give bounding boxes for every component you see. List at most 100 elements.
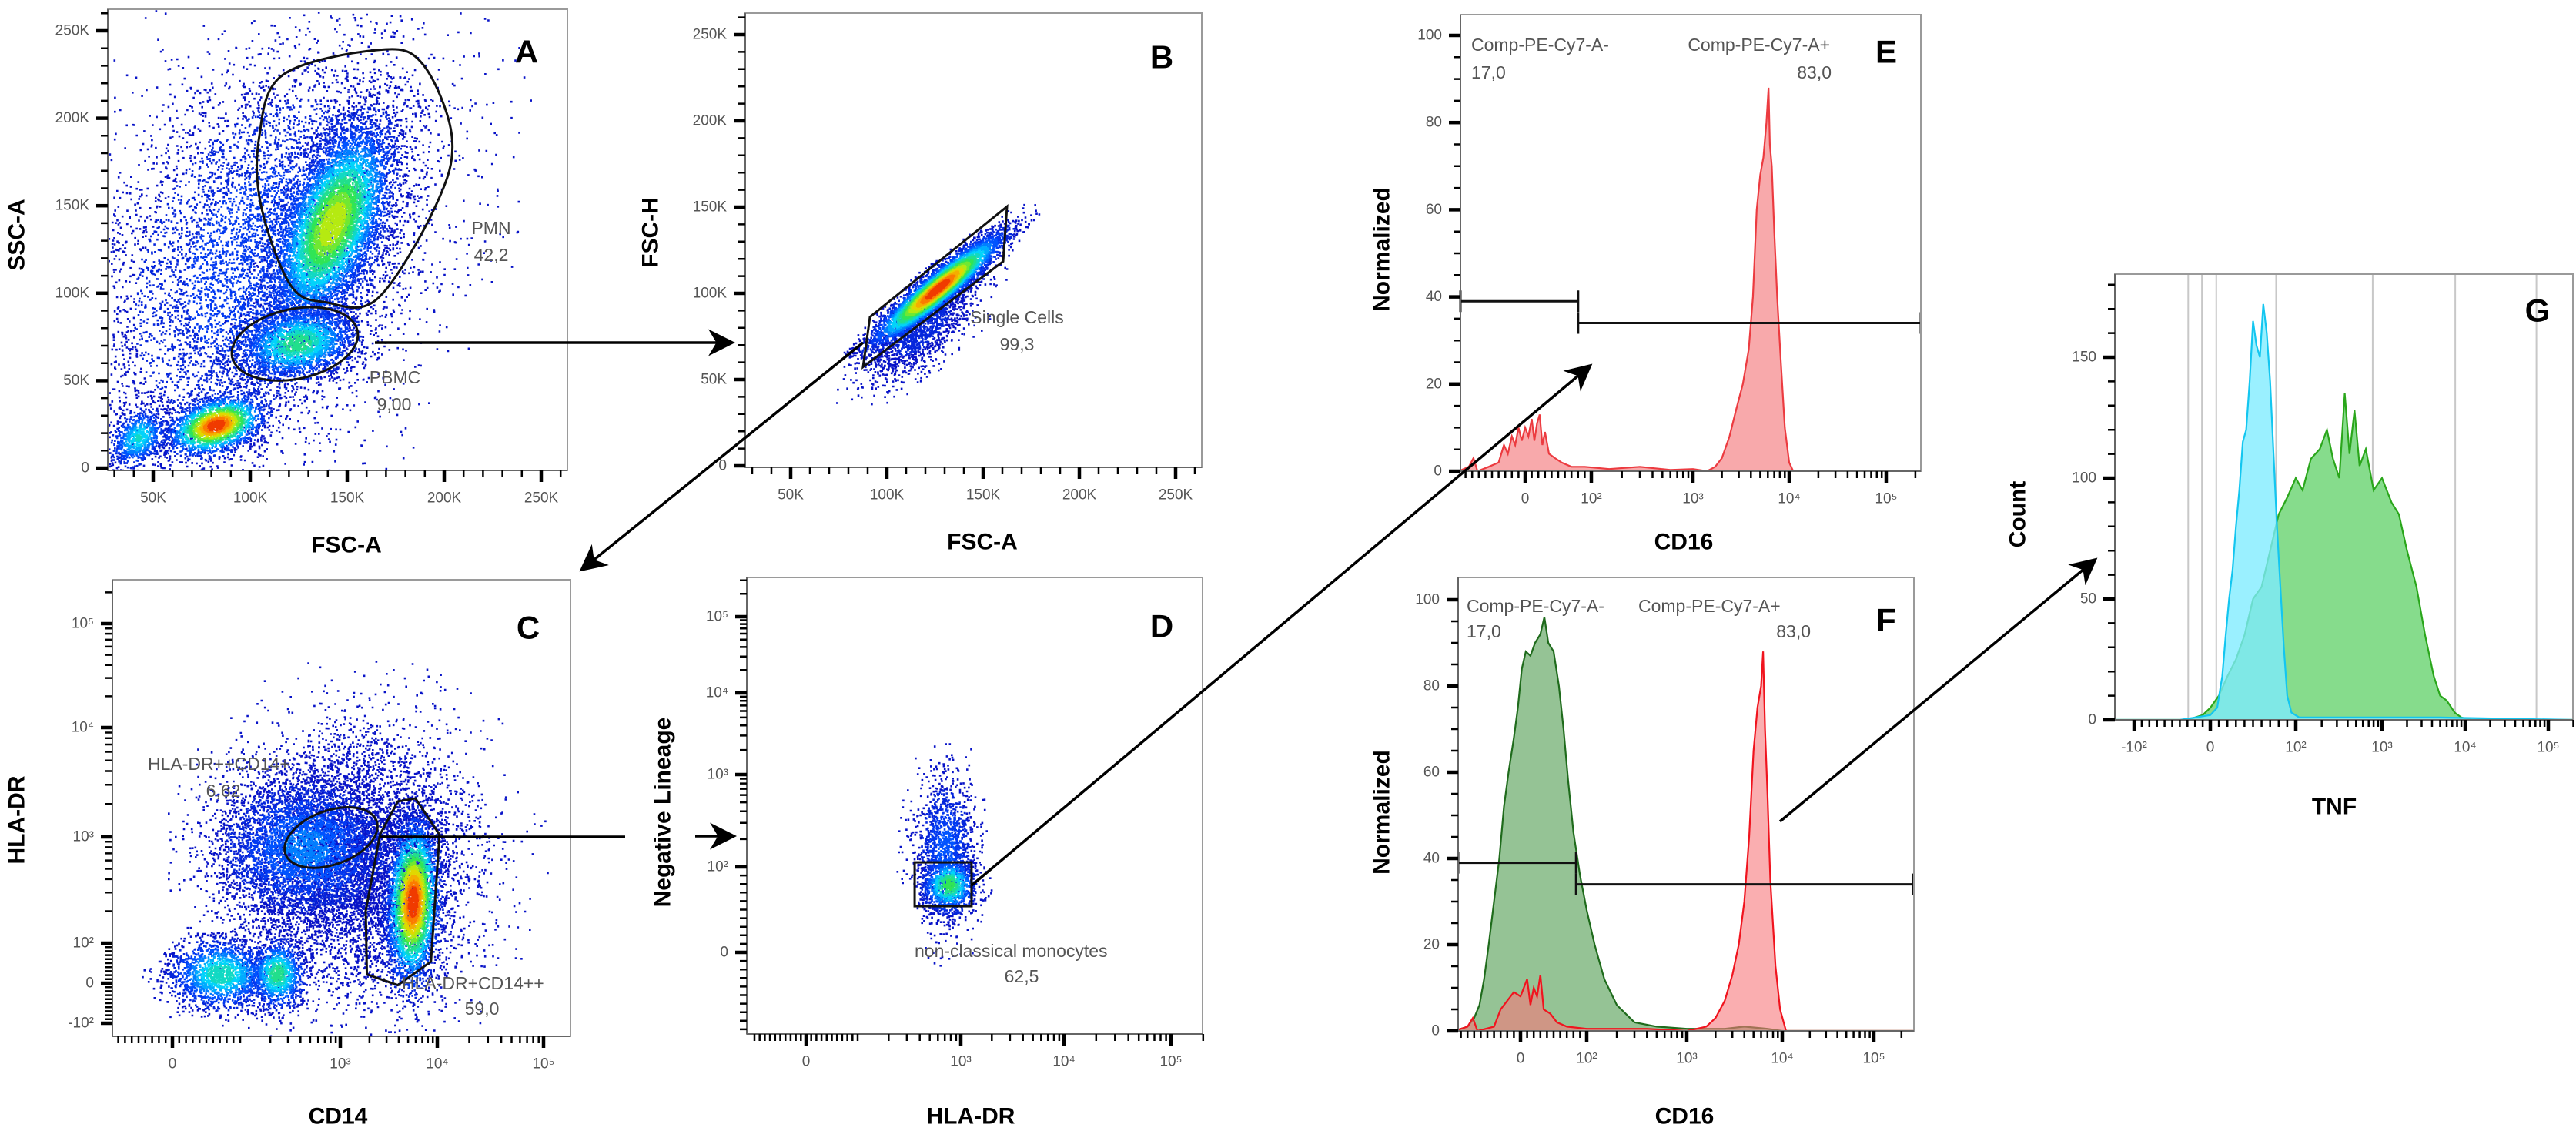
x-axis-title: HLA-DR — [927, 1104, 1015, 1129]
gate-name-label: Comp-PE-Cy7-A+ — [1638, 596, 1781, 616]
gate-polygon — [861, 204, 1009, 370]
y-tick-label: 100 — [1417, 28, 1442, 44]
x-tick-label: 10² — [1576, 1051, 1597, 1067]
y-tick-label: 250K — [55, 23, 90, 39]
x-tick-label: 150K — [330, 490, 365, 507]
y-tick-label: 0 — [85, 975, 94, 992]
density-dots — [915, 270, 960, 308]
y-tick-label: 20 — [1426, 376, 1442, 392]
gate-name-label: Comp-PE-Cy7-A+ — [1688, 35, 1830, 55]
density-dots — [108, 10, 532, 470]
x-tick-label: 150K — [966, 487, 1001, 504]
gate-polygon — [256, 48, 454, 310]
x-tick-label: 100K — [233, 490, 268, 507]
density-dots — [118, 136, 386, 459]
panel-f: Comp-PE-Cy7-A- 17,0 Comp-PE-Cy7-A+ 83,0 0 10²… — [1370, 577, 1915, 1129]
plot-area — [2115, 274, 2573, 720]
y-tick-label: 50K — [701, 372, 727, 388]
gate-name-label: Comp-PE-Cy7-A- — [1467, 596, 1604, 616]
y-axis-title: Normalized — [1370, 750, 1395, 875]
density-dots — [836, 203, 1041, 406]
density-dots — [122, 146, 380, 455]
y-tick-label: 80 — [1426, 115, 1442, 131]
gate-percent-label: 83,0 — [1776, 621, 1811, 641]
panel-e: Comp-PE-Cy7-A- 17,0 Comp-PE-Cy7-A+ 83,0 0 10²… — [1370, 14, 1922, 555]
x-tick-label: 0 — [2206, 740, 2215, 756]
density-dots — [194, 202, 346, 440]
y-tick-label: -10² — [68, 1016, 94, 1032]
gate-ellipse — [230, 306, 360, 382]
gate-percent-label: 83,0 — [1797, 62, 1832, 82]
y-tick-label: 50K — [63, 373, 89, 389]
x-tick-label: 10³ — [1682, 491, 1703, 507]
gating-arrows — [375, 329, 2098, 887]
panel-g: -10² 0 10² 10³ 10⁴ 10⁵ 0 50 100 150 TNF Count G — [2006, 273, 2574, 820]
x-tick-label: 10⁴ — [426, 1056, 448, 1072]
x-tick-label: 10⁴ — [2454, 740, 2476, 756]
plot-area — [1458, 617, 1914, 1031]
x-axis-title: CD16 — [1654, 530, 1714, 555]
x-tick-label: 10³ — [950, 1054, 971, 1070]
density-dots — [206, 848, 432, 987]
x-tick-label: 250K — [1159, 487, 1193, 504]
y-axis-title: Normalized — [1370, 187, 1395, 312]
y-minor-ticks — [1454, 34, 1460, 473]
gate-percent-label: 9,00 — [377, 394, 412, 414]
x-tick-label: -10² — [2121, 740, 2147, 756]
gate-polygon — [364, 797, 441, 987]
x-tick-label: 10³ — [1676, 1051, 1697, 1067]
x-axis-title: FSC-A — [311, 533, 382, 558]
panel-d: non-classical monocytes 62,5 0 10³ 10⁴ 10⁵ 0 10… — [651, 577, 1205, 1129]
plot-area — [836, 203, 1041, 406]
y-tick-label: 200K — [55, 110, 90, 126]
panel-letter: G — [2525, 293, 2551, 329]
x-tick-label: 10² — [1581, 491, 1601, 507]
gate-percent-label: 42,2 — [474, 245, 509, 265]
y-tick-label: 10² — [73, 935, 94, 952]
gate-name-label: HLA-DR++CD14+ — [148, 754, 290, 774]
x-tick-label: 0 — [802, 1054, 811, 1070]
gate-name-label: Comp-PE-Cy7-A- — [1471, 35, 1609, 55]
x-tick-label: 200K — [1062, 487, 1097, 504]
density-dots — [176, 801, 441, 1006]
panel-c: HLA-DR++CD14+ 6,62 HLA-DR+CD14++ 59,0 0 10³ 10… — [5, 579, 571, 1129]
x-tick-label: 10³ — [2371, 740, 2392, 756]
x-tick-label: 10⁵ — [532, 1056, 554, 1072]
gate-name-label: Single Cells — [970, 307, 1063, 327]
x-minor-ticks — [1460, 1031, 1903, 1038]
x-axis-title: FSC-A — [947, 530, 1018, 555]
density-dots — [923, 808, 973, 911]
x-tick-label: 0 — [1521, 491, 1530, 507]
x-tick-label: 10⁵ — [2537, 740, 2559, 756]
gate-name-label: non-classical monocytes — [915, 941, 1108, 961]
y-tick-label: 150K — [693, 199, 728, 216]
density-dots — [270, 852, 430, 983]
x-minor-ticks — [1464, 471, 1917, 478]
y-tick-label: 10⁵ — [706, 609, 728, 625]
gate-ellipse — [283, 806, 379, 869]
x-axis-title: CD14 — [309, 1104, 368, 1129]
y-tick-label: 10³ — [73, 829, 94, 845]
y-tick-label: 10² — [708, 859, 728, 875]
histogram-fill-0 — [1458, 617, 1914, 1031]
x-tick-label: 10⁵ — [1875, 491, 1897, 507]
y-axis-title: SSC-A — [5, 199, 30, 270]
y-tick-label: 10⁴ — [706, 685, 728, 701]
x-tick-label: 50K — [778, 487, 804, 504]
histogram-fill-1 — [2115, 303, 2573, 720]
gate-percent-label: 17,0 — [1467, 621, 1501, 641]
y-tick-label: 20 — [1423, 937, 1440, 953]
panel-letter: B — [1150, 39, 1173, 75]
y-tick-label: 100K — [55, 285, 90, 301]
y-tick-label: 10⁴ — [72, 720, 94, 736]
gate-percent-label: 17,0 — [1471, 62, 1506, 82]
density-dots — [207, 419, 226, 432]
y-minor-ticks — [1451, 598, 1458, 1032]
panel-letter: E — [1875, 34, 1897, 70]
density-dots — [920, 274, 956, 305]
histogram-line-0 — [1460, 87, 1921, 471]
y-tick-label: 150K — [55, 198, 90, 214]
density-dots — [925, 278, 951, 300]
